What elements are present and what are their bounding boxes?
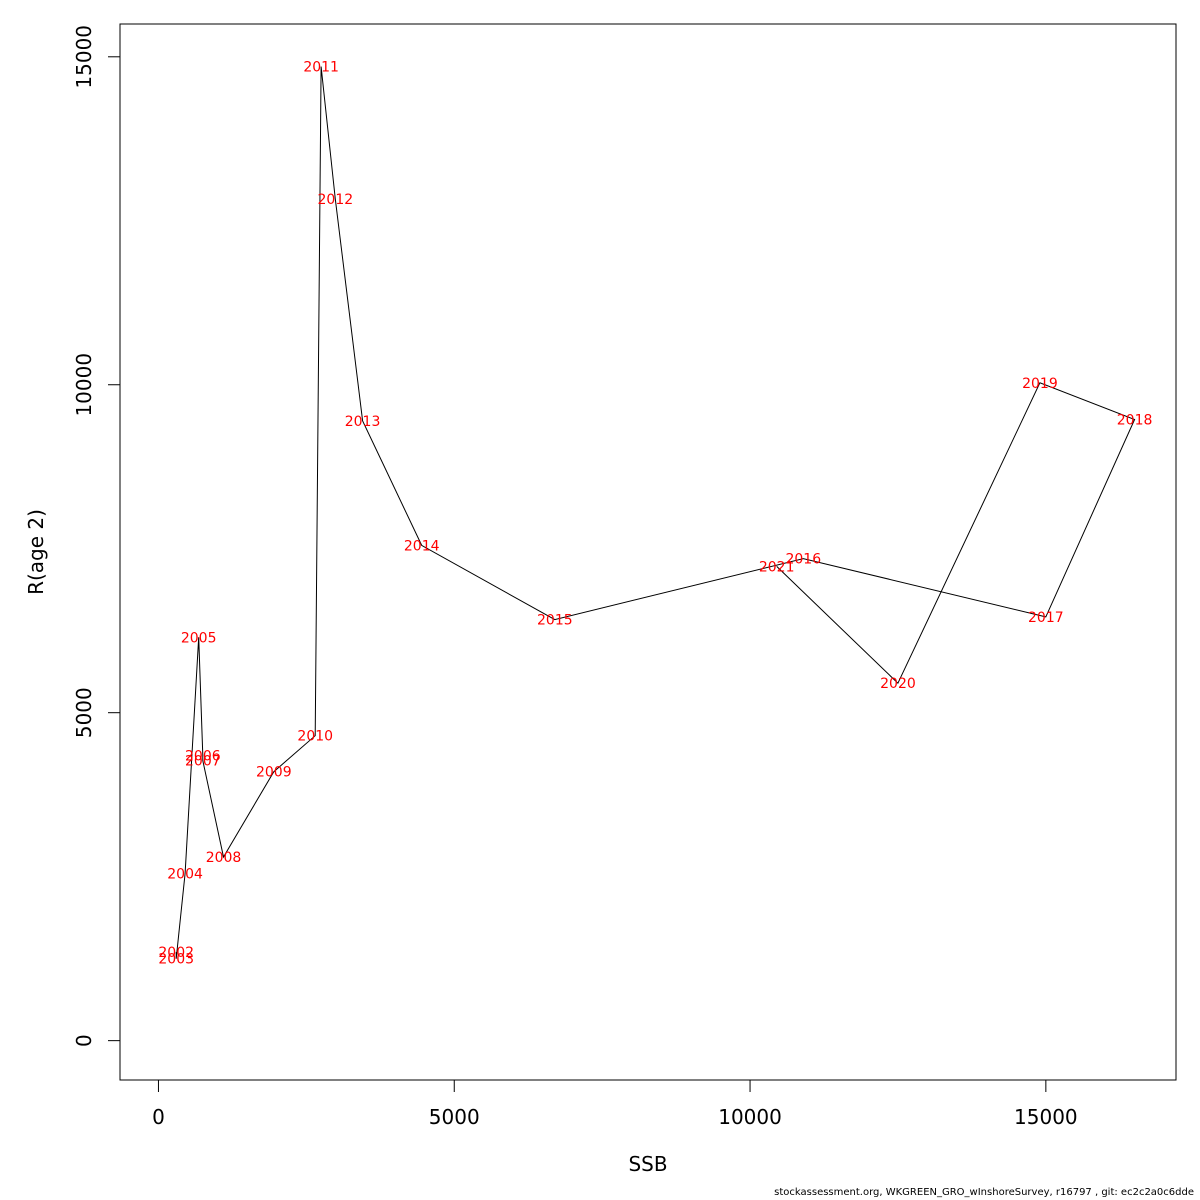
point-label: 2004 [167, 866, 203, 882]
point-label: 2021 [759, 559, 795, 575]
point-labels: 2002200320042005200620072008200920102011… [158, 60, 1152, 968]
point-label: 2011 [303, 60, 339, 76]
x-tick-label: 15000 [1014, 1105, 1078, 1129]
x-tick-label: 5000 [429, 1105, 480, 1129]
point-label: 2007 [185, 754, 221, 770]
point-label: 2014 [404, 538, 440, 554]
point-label: 2005 [181, 630, 217, 646]
point-label: 2015 [537, 613, 573, 629]
point-label: 2016 [785, 552, 821, 568]
point-label: 2020 [880, 676, 916, 692]
y-axis-label: R(age 2) [24, 509, 48, 595]
point-label: 2009 [256, 765, 292, 781]
x-axis-label: SSB [628, 1152, 667, 1176]
point-label: 2010 [297, 729, 333, 745]
footer-credit: stockassessment.org, WKGREEN_GRO_wInshor… [774, 1187, 1194, 1198]
y-tick-label: 5000 [72, 687, 96, 738]
point-label: 2017 [1028, 610, 1064, 626]
plot-area-frame [119, 23, 1177, 1081]
y-tick-label: 0 [72, 1034, 96, 1047]
point-label: 2018 [1117, 413, 1153, 429]
point-label: 2008 [206, 850, 242, 866]
x-tick-label: 10000 [718, 1105, 782, 1129]
point-label: 2012 [318, 192, 354, 208]
y-tick-label: 15000 [72, 25, 96, 89]
series-line [175, 66, 1136, 959]
x-axis: 0 5000 10000 15000 [152, 1079, 1078, 1129]
y-axis: 0 5000 10000 15000 [72, 25, 121, 1047]
point-label: 2019 [1022, 376, 1058, 392]
point-label: 2002 [158, 945, 194, 961]
point-label: 2003 [158, 952, 194, 968]
x-tick-label: 0 [152, 1105, 165, 1129]
point-label: 2006 [185, 748, 221, 764]
y-tick-label: 10000 [72, 353, 96, 417]
point-label: 2013 [345, 414, 381, 430]
